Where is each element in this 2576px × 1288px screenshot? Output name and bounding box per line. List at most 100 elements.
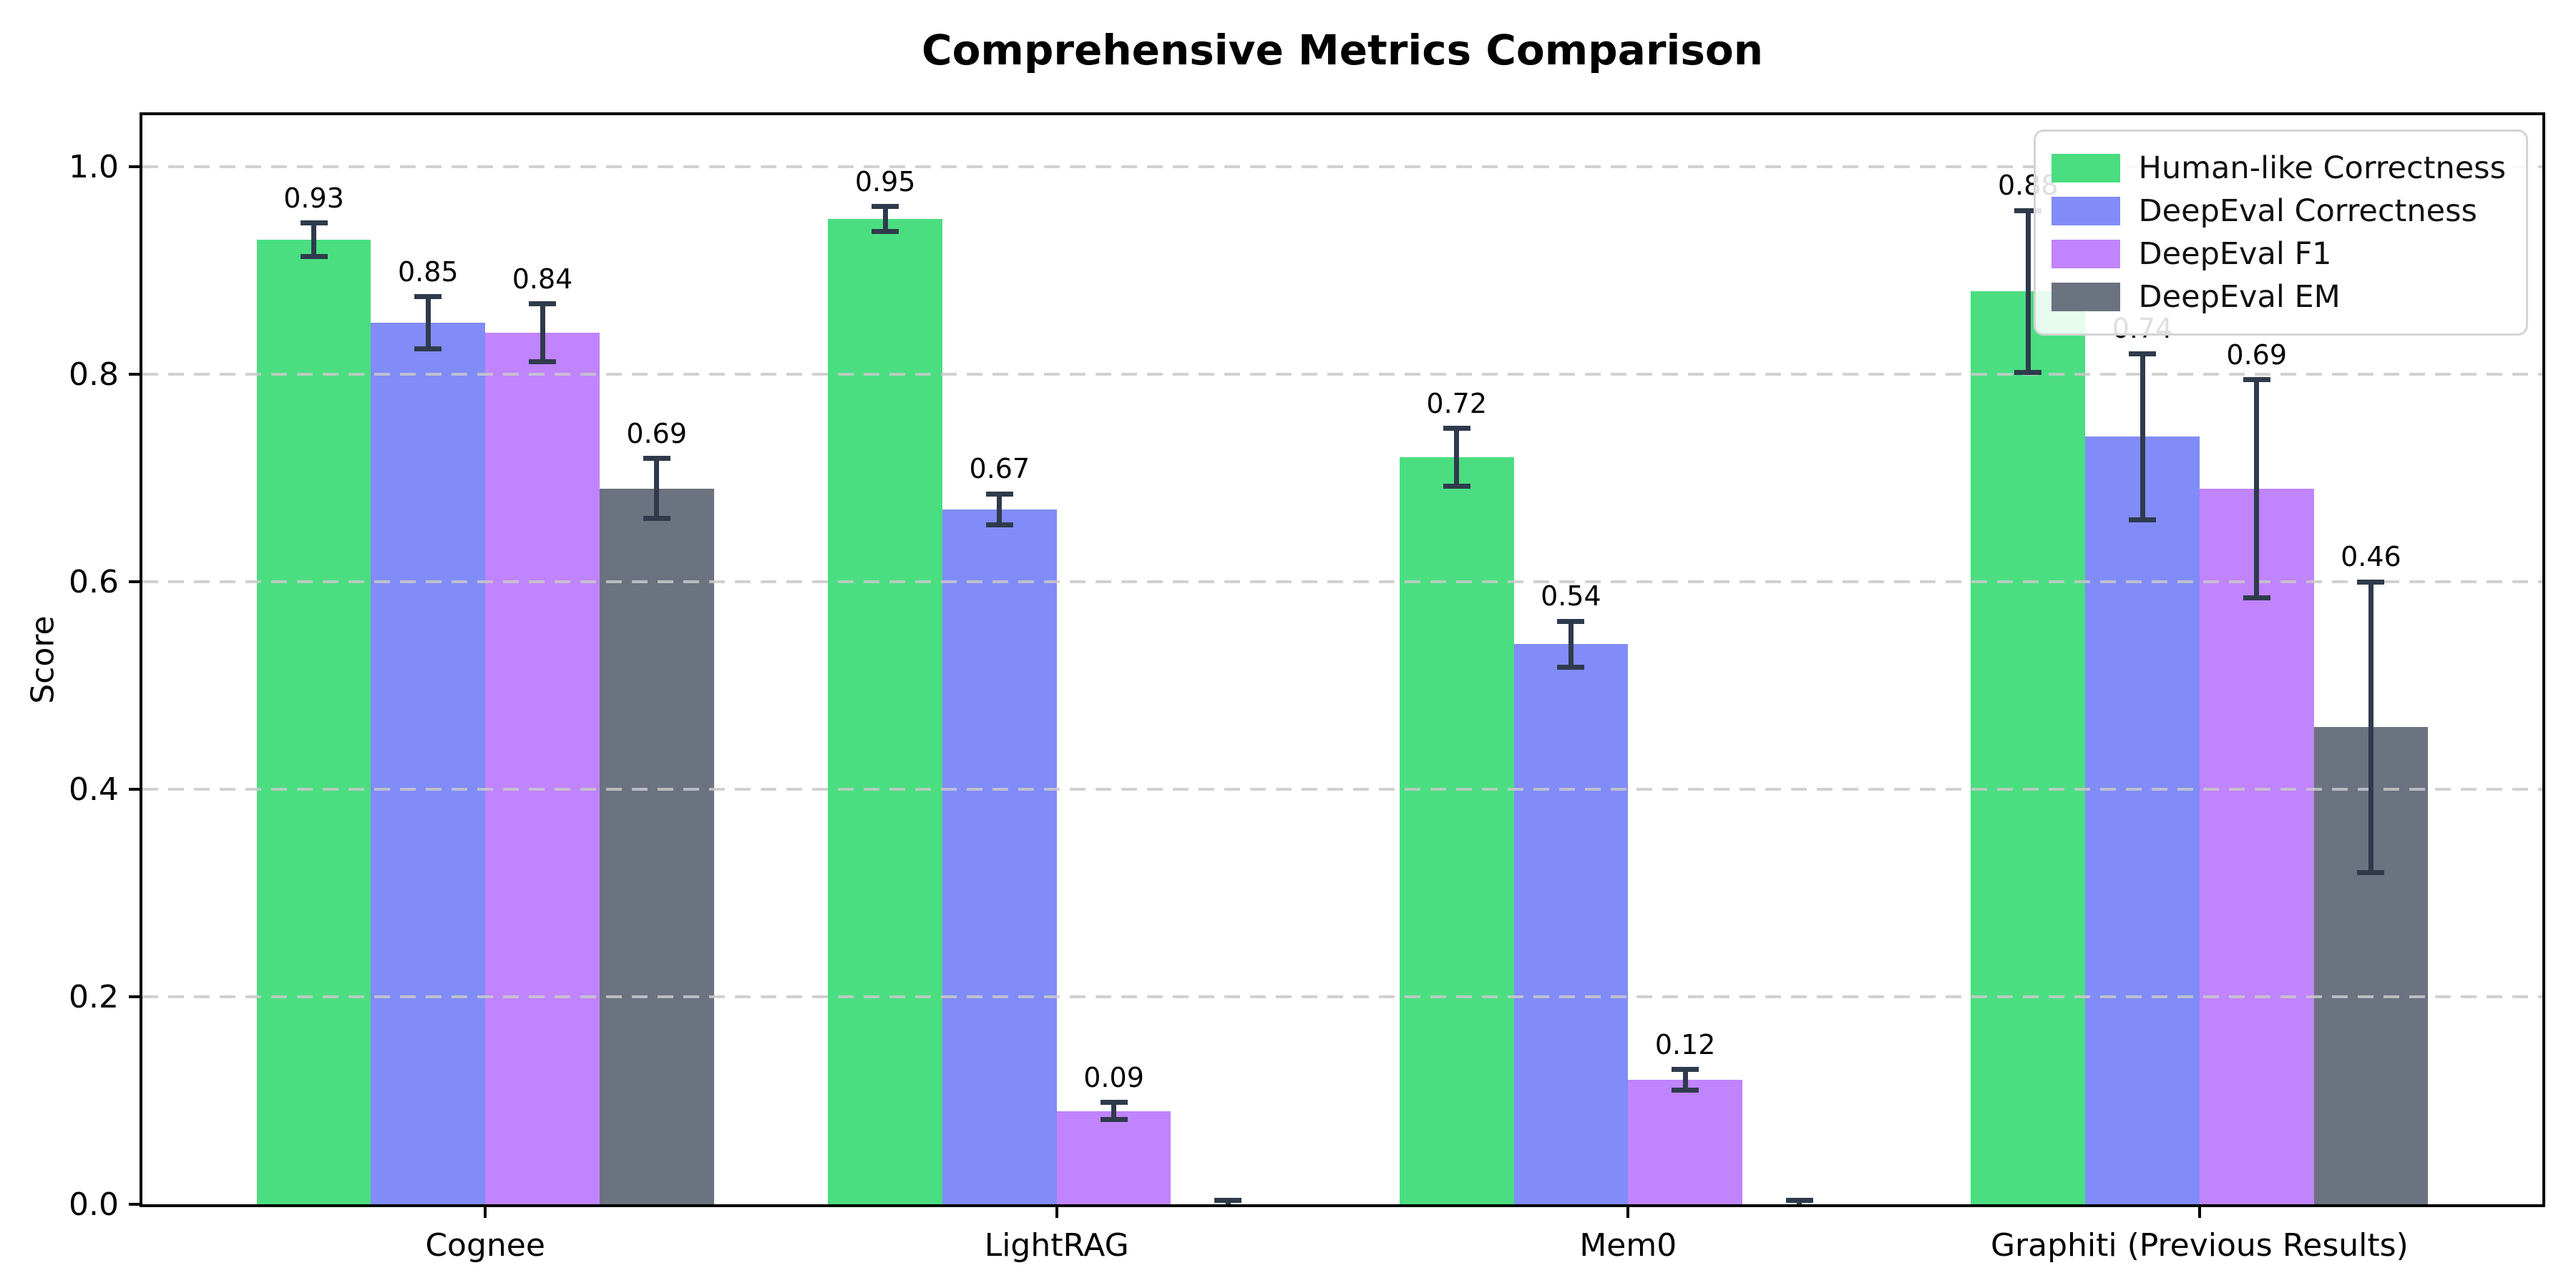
bar-value-label: 0.69: [626, 417, 688, 449]
bar-value-label: 0.67: [969, 453, 1030, 485]
bar-value-label: 0.85: [397, 255, 459, 288]
y-tick-label: 0.8: [69, 356, 119, 394]
legend-item: Human-like Correctness: [2051, 150, 2506, 186]
bar: [2085, 436, 2200, 1204]
bar: [371, 322, 486, 1204]
error-bar-cap: [2243, 377, 2270, 383]
gridline: [142, 165, 2542, 169]
error-bar-cap: [2357, 869, 2385, 875]
legend-item: DeepEval F1: [2051, 236, 2506, 272]
error-bar-cap: [414, 294, 442, 300]
error-bar-cap: [2357, 579, 2385, 585]
gridline: [142, 580, 2542, 584]
error-bar-cap: [1672, 1088, 1699, 1093]
bar: [1628, 1080, 1742, 1204]
x-tick-mark: [2197, 1204, 2201, 1218]
error-bar: [997, 494, 1002, 525]
error-bar-cap: [1443, 426, 1470, 431]
bar: [1971, 291, 2086, 1204]
x-tick-label: Cognee: [425, 1227, 545, 1264]
error-bar: [540, 303, 545, 362]
y-tick-mark: [129, 1203, 142, 1206]
legend-item: DeepEval EM: [2051, 279, 2506, 315]
error-bar-cap: [414, 346, 442, 351]
bar: [485, 333, 600, 1204]
gridline: [142, 995, 2542, 999]
error-bar: [654, 458, 660, 519]
error-bar: [1568, 621, 1574, 668]
gridline: [142, 788, 2542, 791]
y-tick-mark: [129, 165, 142, 169]
x-tick-label: LightRAG: [984, 1227, 1129, 1264]
plot-area: 0.930.950.720.880.850.670.540.740.840.09…: [142, 115, 2542, 1204]
error-bar-cap: [529, 301, 556, 307]
legend-label: DeepEval F1: [2138, 236, 2332, 272]
bar-value-label: 0.84: [512, 263, 573, 295]
bar-value-label: 0.72: [1426, 387, 1488, 419]
error-bar: [2025, 210, 2031, 373]
bar-value-label: 0.46: [2341, 541, 2401, 573]
x-tick-mark: [1055, 1204, 1058, 1218]
y-tick-label: 1.0: [69, 149, 119, 186]
error-bar-cap: [643, 516, 670, 522]
x-tick-label: Mem0: [1579, 1227, 1677, 1264]
error-bar: [2368, 582, 2373, 873]
error-bar: [425, 296, 431, 349]
y-tick-label: 0.6: [69, 564, 119, 601]
chart-title: Comprehensive Metrics Comparison: [922, 26, 1763, 74]
bar-value-label: 0.54: [1541, 580, 1601, 613]
error-bar: [2140, 353, 2145, 520]
error-bar-cap: [1100, 1100, 1128, 1106]
error-bar: [1454, 428, 1460, 487]
y-tick-mark: [129, 788, 142, 791]
bar: [599, 488, 714, 1204]
legend-swatch: [2051, 240, 2120, 268]
bar-value-label: 0.95: [854, 165, 916, 197]
error-bar-cap: [1672, 1067, 1699, 1073]
y-tick-mark: [129, 373, 142, 376]
legend-swatch: [2051, 154, 2120, 182]
error-bar-cap: [300, 253, 328, 259]
error-bar-cap: [2129, 351, 2156, 356]
error-bar-cap: [2243, 595, 2270, 600]
error-bar: [1682, 1069, 1688, 1091]
error-bar: [1111, 1102, 1117, 1120]
y-axis-label: Score: [24, 615, 62, 704]
legend-swatch: [2051, 197, 2120, 225]
error-bar-cap: [872, 228, 899, 234]
y-tick-mark: [129, 995, 142, 999]
y-tick-label: 0.0: [69, 1186, 119, 1223]
error-bar-cap: [1557, 664, 1585, 670]
error-bar-cap: [2129, 517, 2156, 522]
x-tick-mark: [484, 1204, 487, 1218]
legend-label: Human-like Correctness: [2138, 150, 2506, 186]
bar-value-label: 0.09: [1083, 1061, 1144, 1093]
error-bar-cap: [2014, 208, 2042, 213]
error-bar-cap: [1785, 1197, 1813, 1203]
bar: [2199, 488, 2314, 1204]
y-tick-label: 0.4: [69, 771, 119, 809]
legend-swatch: [2051, 283, 2120, 311]
error-bar-cap: [1214, 1197, 1242, 1203]
x-tick-mark: [1626, 1204, 1630, 1218]
bar-value-label: 0.93: [283, 182, 344, 214]
bar: [1513, 644, 1629, 1204]
y-tick-mark: [129, 580, 142, 584]
y-tick-label: 0.2: [69, 979, 119, 1016]
error-bar-cap: [872, 204, 899, 210]
bar: [942, 509, 1057, 1204]
error-bar-cap: [1557, 618, 1585, 624]
bar: [828, 218, 942, 1204]
error-bar-cap: [1443, 484, 1470, 489]
error-bar-cap: [1100, 1116, 1128, 1122]
error-bar: [311, 223, 317, 257]
error-bar-cap: [643, 456, 670, 462]
bar-value-label: 0.69: [2226, 338, 2288, 371]
error-bar-cap: [2014, 369, 2042, 375]
error-bar: [882, 206, 888, 232]
legend-label: DeepEval Correctness: [2138, 193, 2477, 229]
error-bar-cap: [985, 491, 1013, 497]
bar-value-label: 0.12: [1654, 1028, 1716, 1060]
bar: [256, 239, 371, 1204]
